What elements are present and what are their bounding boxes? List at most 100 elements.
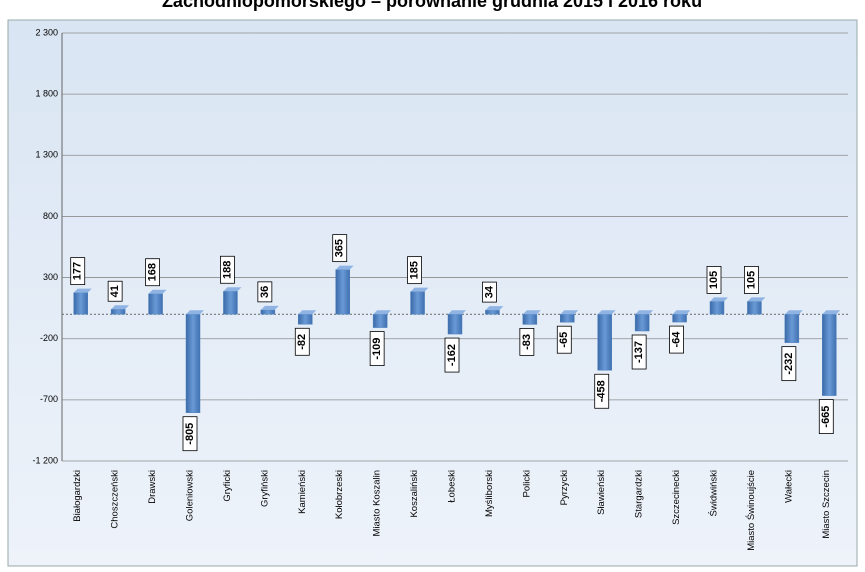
- value-label-box: [369, 331, 385, 366]
- x-tick-label: Kołobrzeski: [334, 470, 345, 519]
- value-label: -65: [558, 332, 570, 348]
- x-tick-label: Goleniowski: [185, 470, 196, 521]
- value-label: -162: [446, 344, 458, 366]
- x-tick-label: Łobeski: [447, 470, 458, 503]
- y-tick-label: 800: [43, 211, 58, 221]
- bar-top: [672, 310, 691, 315]
- value-label: 177: [72, 262, 84, 280]
- bar-top: [373, 310, 392, 315]
- value-label-box: [332, 234, 348, 263]
- value-label-box: [182, 416, 198, 452]
- bar: [185, 314, 201, 413]
- bar: [672, 314, 687, 323]
- bar: [223, 291, 238, 315]
- value-label-box: [407, 256, 422, 285]
- x-tick-label: Białogardzki: [72, 470, 83, 522]
- y-tick-label: 1 300: [35, 150, 58, 160]
- y-tick-label: 1 800: [35, 89, 58, 99]
- value-label-box: [70, 257, 86, 286]
- bar: [148, 293, 163, 315]
- x-tick-label: Pyrzycki: [559, 470, 570, 505]
- x-tick-label: Miasto Koszalin: [372, 470, 383, 537]
- value-label-box: [631, 334, 647, 370]
- y-tick-label: 2 300: [35, 27, 58, 37]
- x-tick-label: Koszaliński: [409, 470, 420, 518]
- bar-top: [448, 310, 466, 315]
- bar-top: [111, 305, 130, 310]
- bar-top: [73, 288, 92, 293]
- value-label-box: [781, 346, 797, 382]
- chart-area: [7, 19, 858, 567]
- value-label: -805: [184, 423, 196, 445]
- bar-top: [298, 310, 317, 315]
- value-label: 185: [408, 261, 420, 279]
- x-tick-label: Gryficki: [222, 470, 233, 502]
- value-label-box: [744, 266, 759, 294]
- bar: [73, 292, 88, 315]
- x-tick-label: Miasto Szczecin: [821, 470, 832, 539]
- bar-top: [260, 305, 279, 310]
- bar: [485, 309, 500, 315]
- bar-top: [560, 310, 579, 315]
- value-label: 168: [146, 263, 158, 281]
- value-label: -64: [670, 331, 682, 348]
- y-tick-label: -1 200: [32, 455, 58, 465]
- value-label-box: [519, 328, 535, 356]
- bar-top: [822, 310, 841, 315]
- value-label-box: [294, 327, 310, 356]
- value-label-box: [220, 255, 235, 284]
- bar-top: [710, 297, 728, 302]
- value-label-box: [818, 399, 834, 434]
- bar: [110, 308, 126, 315]
- bar-top: [335, 265, 354, 270]
- bar-top: [597, 310, 616, 315]
- x-tick-label: Świdwiński: [708, 470, 720, 516]
- value-label: 41: [109, 285, 121, 297]
- bar-top: [485, 306, 504, 311]
- value-label: -232: [783, 353, 795, 375]
- value-label-box: [669, 325, 684, 354]
- value-label: 105: [708, 271, 720, 289]
- bar-top: [148, 289, 167, 294]
- value-label: -458: [596, 380, 608, 402]
- y-tick-label: -200: [40, 333, 58, 343]
- value-label: 188: [221, 261, 233, 279]
- bar-top: [522, 310, 541, 315]
- bar-top: [223, 287, 242, 292]
- value-label: 105: [745, 271, 757, 289]
- bar-top: [410, 287, 429, 292]
- x-tick-label: Szczecinecki: [671, 470, 682, 525]
- value-label-box: [107, 280, 123, 302]
- value-label: -82: [296, 334, 308, 350]
- bar: [298, 314, 313, 325]
- bar: [560, 314, 575, 323]
- y-tick-label: 300: [43, 272, 58, 282]
- value-label: -665: [820, 406, 832, 428]
- bar-top: [186, 310, 204, 315]
- x-tick-label: Policki: [521, 470, 532, 497]
- x-tick-label: Gryfiński: [259, 470, 270, 507]
- chart-title: Zachodniopomorskiego – porównanie grudni…: [162, 0, 702, 11]
- x-tick-label: Kamieński: [297, 470, 308, 514]
- value-label: 34: [483, 285, 495, 298]
- value-label: 36: [259, 286, 271, 298]
- bar: [447, 314, 463, 335]
- x-tick-label: Stargardzki: [634, 470, 645, 518]
- bar: [597, 314, 612, 371]
- value-label-box: [706, 266, 722, 294]
- value-label-box: [257, 281, 273, 303]
- x-tick-label: Wałecki: [783, 470, 794, 503]
- value-label: 365: [334, 239, 346, 257]
- bar-top: [747, 297, 766, 302]
- value-label-box: [594, 373, 610, 409]
- bar: [784, 314, 800, 343]
- bar: [260, 309, 276, 315]
- bar: [747, 301, 762, 315]
- bar: [709, 301, 725, 315]
- bar: [335, 269, 350, 315]
- value-label-box: [482, 281, 497, 303]
- bar-top: [635, 310, 654, 315]
- value-label: -83: [521, 334, 533, 350]
- value-label-box: [145, 258, 160, 287]
